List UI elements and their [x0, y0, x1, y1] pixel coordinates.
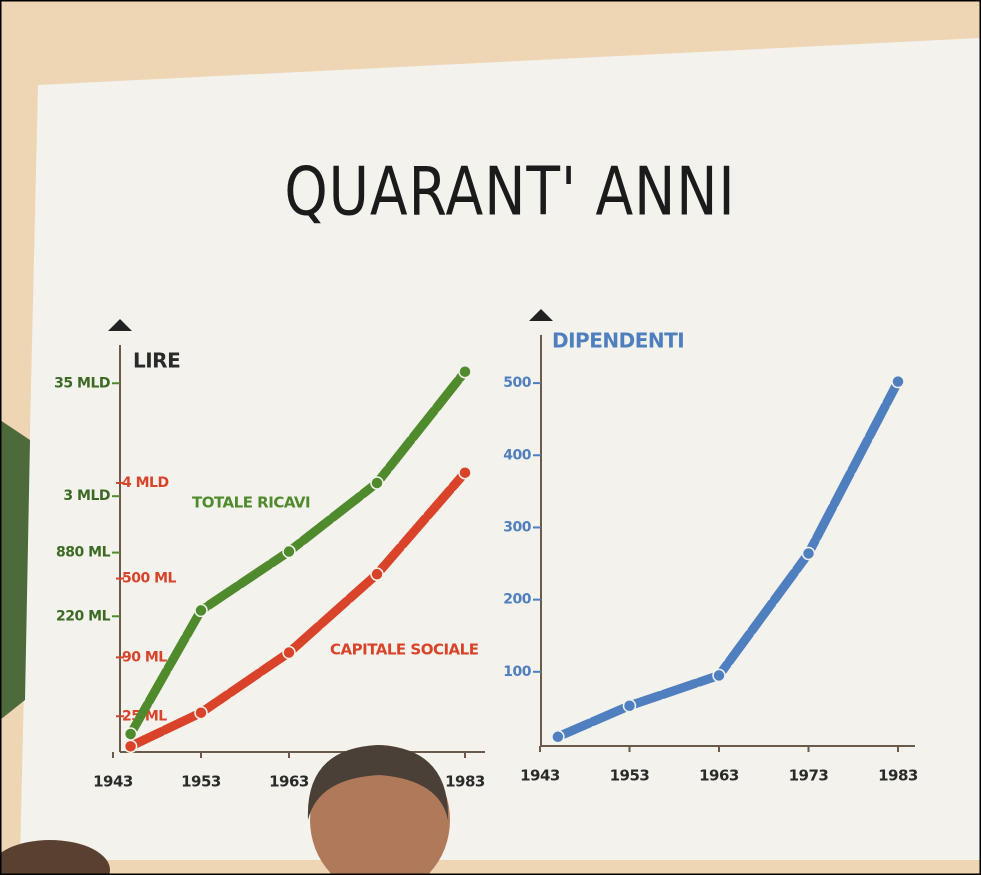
y-tick-label: 500	[503, 375, 531, 391]
y2-tick-label: 4 MLD	[122, 475, 169, 491]
poster-title: QUARANT' ANNI	[284, 154, 735, 231]
y-tick-label: 200	[503, 592, 531, 608]
x-tick-label: 1983	[445, 773, 485, 791]
data-point	[459, 467, 471, 479]
data-point	[125, 740, 137, 752]
x-tick-label: 1943	[520, 767, 560, 785]
data-point	[371, 568, 383, 580]
y-tick-label: 100	[503, 664, 531, 680]
photo: QUARANT' ANNI LIRE 35 MLD 3 MLD 880 ML 220 M…	[0, 0, 981, 875]
data-point	[125, 728, 137, 740]
data-point	[552, 731, 564, 743]
y-tick-label: 35 MLD	[54, 375, 110, 391]
data-point	[803, 547, 815, 559]
y-tick-label: 220 ML	[56, 608, 111, 624]
x-tick-label: 1953	[181, 773, 221, 791]
data-point	[371, 477, 383, 489]
data-point	[195, 604, 207, 616]
data-point	[283, 647, 295, 659]
data-point	[624, 700, 636, 712]
y2-tick-label: 90 ML	[122, 649, 167, 665]
page: QUARANT' ANNI LIRE 35 MLD 3 MLD 880 ML 220 M…	[0, 0, 981, 875]
y-axis-label: DIPENDENTI	[552, 329, 684, 353]
y-tick-label: 3 MLD	[63, 488, 110, 504]
data-point	[195, 707, 207, 719]
data-point	[713, 669, 725, 681]
y-axis-label: LIRE	[133, 349, 180, 373]
y-tick-label: 300	[503, 519, 531, 535]
y2-tick-label: 500 ML	[122, 571, 177, 587]
x-tick-label: 1973	[789, 767, 829, 785]
data-point	[283, 546, 295, 558]
series-label: CAPITALE SOCIALE	[330, 641, 479, 659]
y-tick-label: 880 ML	[56, 545, 111, 561]
x-tick-label: 1953	[610, 767, 650, 785]
series-label: TOTALE RICAVI	[192, 494, 310, 512]
data-point	[892, 376, 904, 388]
x-tick-label: 1963	[269, 773, 309, 791]
x-tick-label: 1983	[878, 767, 918, 785]
x-tick-label: 1943	[93, 773, 133, 791]
y-tick-label: 400	[503, 447, 531, 463]
x-tick-label: 1963	[699, 767, 739, 785]
data-point	[459, 366, 471, 378]
